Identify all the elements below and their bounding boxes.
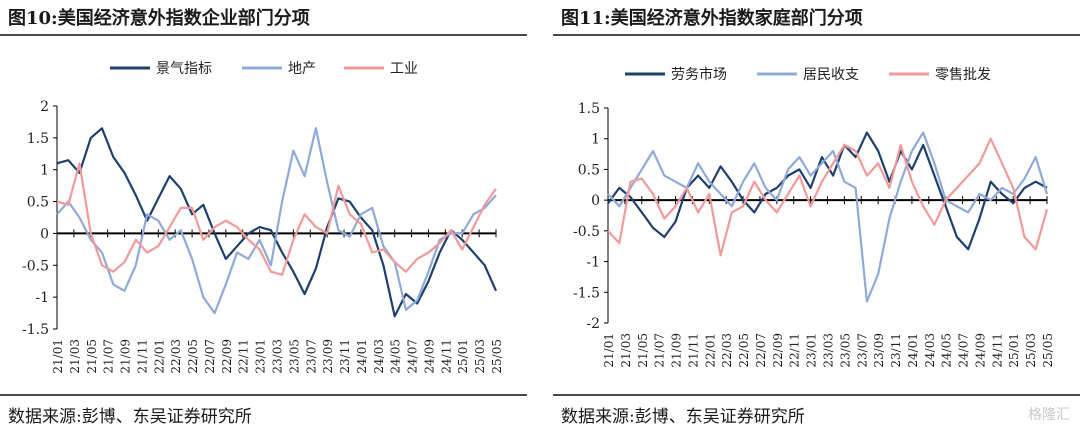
- x-tick-label: 25/05: [1041, 333, 1055, 368]
- x-tick-label: 21/03: [619, 333, 633, 368]
- x-tick-label: 24/09: [973, 333, 987, 368]
- y-tick-label: 1: [40, 163, 49, 179]
- y-tick-label: -2: [586, 316, 600, 332]
- x-tick-label: 22/05: [737, 333, 751, 368]
- x-tick-label: 24/11: [439, 339, 453, 374]
- x-tick-label: 22/03: [169, 339, 183, 374]
- figure-title: 图10:美国经济意外指数企业部门分项: [8, 8, 310, 29]
- x-tick-label: 24/07: [957, 333, 971, 368]
- x-tick-label: 22/05: [186, 339, 200, 374]
- legend-label-2: 居民收支: [803, 67, 859, 83]
- household-sector-line-chart: 1.5 1 0.5 0 -0.5 -1 -1.5 -221/01 21/03 21/05 21/07…: [573, 66, 1055, 368]
- x-tick-label: 23/01: [805, 333, 819, 368]
- x-tick-label: 21/07: [653, 333, 667, 368]
- y-tick-label: 0: [591, 193, 600, 209]
- y-tick-label: 0.5: [27, 195, 49, 211]
- x-tick-label: 21/01: [602, 333, 616, 368]
- x-tick-label: 24/05: [940, 333, 954, 368]
- y-tick-label: 0.5: [578, 162, 600, 178]
- title-divider: [0, 34, 527, 36]
- x-tick-label: 23/03: [271, 339, 285, 374]
- x-tick-label: 25/01: [1007, 333, 1021, 368]
- legend-label-1: 景气指标: [156, 61, 212, 77]
- source-divider: [553, 394, 1080, 396]
- legend-label-2: 地产: [288, 61, 316, 77]
- x-tick-label: 23/05: [838, 333, 852, 368]
- y-tick-label: 1.5: [27, 131, 49, 147]
- data-source-note: 数据来源:彭博、东吴证券研究所: [561, 407, 805, 427]
- x-tick-label: 24/07: [406, 339, 420, 374]
- x-tick-label: 25/05: [490, 339, 504, 374]
- x-tick-label: 23/01: [254, 339, 268, 374]
- x-tick-label: 22/03: [720, 333, 734, 368]
- data-source-note: 数据来源:彭博、东吴证券研究所: [8, 407, 252, 427]
- x-tick-label: 22/07: [203, 339, 217, 374]
- x-tick-label: 22/11: [237, 339, 251, 374]
- series-line-3: [607, 137, 1049, 257]
- x-tick-label: 23/03: [822, 333, 836, 368]
- watermark-logo: 格隆汇: [1028, 407, 1070, 423]
- x-tick-label: 24/09: [422, 339, 436, 374]
- series-line-2: [607, 131, 1049, 303]
- legend-label-3: 零售批发: [935, 67, 991, 83]
- x-tick-label: 23/09: [872, 333, 886, 368]
- x-tick-label: 24/11: [990, 333, 1004, 368]
- x-tick-label: 25/01: [456, 339, 470, 374]
- x-tick-label: 22/01: [152, 339, 166, 374]
- series-line-1: [56, 127, 498, 318]
- left-figure-panel: 图10:美国经济意外指数企业部门分项 2 1.5 1 0.5 0 -0.5 -1 -1.5 21…: [0, 0, 527, 429]
- title-divider: [553, 34, 1080, 36]
- x-tick-label: 24/03: [923, 333, 937, 368]
- x-tick-label: 25/03: [1024, 333, 1038, 368]
- y-tick-label: -0.5: [573, 224, 600, 240]
- series-line-3: [56, 162, 497, 276]
- x-tick-label: 23/07: [855, 333, 869, 368]
- y-tick-label: -0.5: [22, 258, 49, 274]
- x-tick-label: 21/05: [85, 339, 99, 374]
- y-tick-label: 1: [591, 132, 600, 148]
- x-tick-label: 23/05: [287, 339, 301, 374]
- x-tick-label: 22/11: [788, 333, 802, 368]
- series-line-1: [607, 131, 1048, 251]
- x-tick-label: 21/11: [686, 333, 700, 368]
- right-figure-panel: 图11:美国经济意外指数家庭部门分项 1.5 1 0.5 0 -0.5 -1 -1.5 -2 2…: [553, 0, 1080, 429]
- x-tick-label: 21/11: [135, 339, 149, 374]
- x-tick-label: 23/09: [321, 339, 335, 374]
- x-tick-label: 24/05: [389, 339, 403, 374]
- x-tick-label: 24/01: [906, 333, 920, 368]
- y-tick-label: -1: [586, 255, 600, 271]
- x-tick-label: 22/09: [771, 333, 785, 368]
- x-tick-label: 24/01: [355, 339, 369, 374]
- x-tick-label: 21/07: [102, 339, 116, 374]
- legend-label-1: 劳务市场: [671, 66, 727, 83]
- x-tick-label: 21/01: [51, 339, 65, 374]
- y-tick-label: 1.5: [578, 101, 600, 117]
- x-tick-label: 21/03: [68, 339, 82, 374]
- x-tick-label: 22/07: [754, 333, 768, 368]
- y-tick-label: -1: [35, 290, 49, 306]
- x-tick-label: 21/05: [636, 333, 650, 368]
- x-tick-label: 25/03: [473, 339, 487, 374]
- x-tick-label: 21/09: [670, 333, 684, 368]
- x-tick-label: 23/11: [889, 333, 903, 368]
- y-tick-label: 2: [40, 99, 49, 115]
- x-tick-label: 23/07: [304, 339, 318, 374]
- enterprise-sector-line-chart: 21.510.50-0.5-1-1.521/01 21/03 21/05 21/07 2…: [22, 61, 504, 374]
- y-tick-label: -1.5: [22, 322, 49, 338]
- y-tick-label: 0: [40, 226, 49, 242]
- x-tick-label: 22/01: [703, 333, 717, 368]
- x-tick-label: 24/03: [372, 339, 386, 374]
- y-tick-label: -1.5: [573, 285, 600, 301]
- x-tick-label: 23/11: [338, 339, 352, 374]
- source-divider: [0, 394, 527, 396]
- legend-label-3: 工业: [390, 61, 418, 77]
- series-line-2: [56, 127, 497, 315]
- figure-title: 图11:美国经济意外指数家庭部门分项: [561, 8, 863, 29]
- x-tick-label: 21/09: [119, 339, 133, 374]
- x-tick-label: 22/09: [220, 339, 234, 374]
